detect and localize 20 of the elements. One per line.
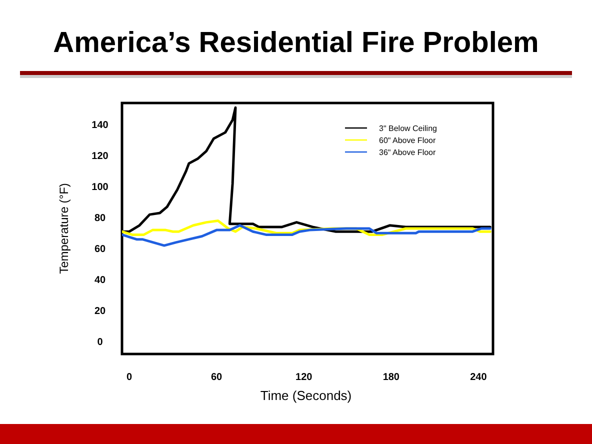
y-tick-label: 80: [94, 213, 106, 224]
x-tick-label: 120: [296, 372, 313, 383]
y-tick-label: 0: [97, 337, 104, 348]
x-axis-title: Time (Seconds): [260, 388, 352, 403]
y-tick-label: 60: [94, 244, 106, 256]
y-tick-label: 100: [92, 182, 109, 194]
x-tick-label: 180: [382, 372, 400, 383]
x-tick-label: 60: [211, 372, 223, 383]
y-tick-label: 120: [92, 151, 109, 162]
y-tick-label: 140: [92, 120, 109, 132]
y-tick-label: 20: [94, 306, 106, 318]
line-series: [122, 224, 492, 247]
legend-label: 3" Below Ceiling: [379, 124, 437, 133]
y-axis-title: Temperature (°F): [57, 183, 71, 274]
x-tick-label: 0: [126, 372, 132, 383]
legend-label: 36" Above Floor: [379, 148, 436, 157]
x-tick-label: 240: [470, 372, 488, 383]
legend-label: 60" Above Floor: [379, 136, 436, 145]
y-tick-label: 40: [94, 275, 106, 286]
chart-title: America’s Residential Fire Problem: [53, 27, 539, 59]
